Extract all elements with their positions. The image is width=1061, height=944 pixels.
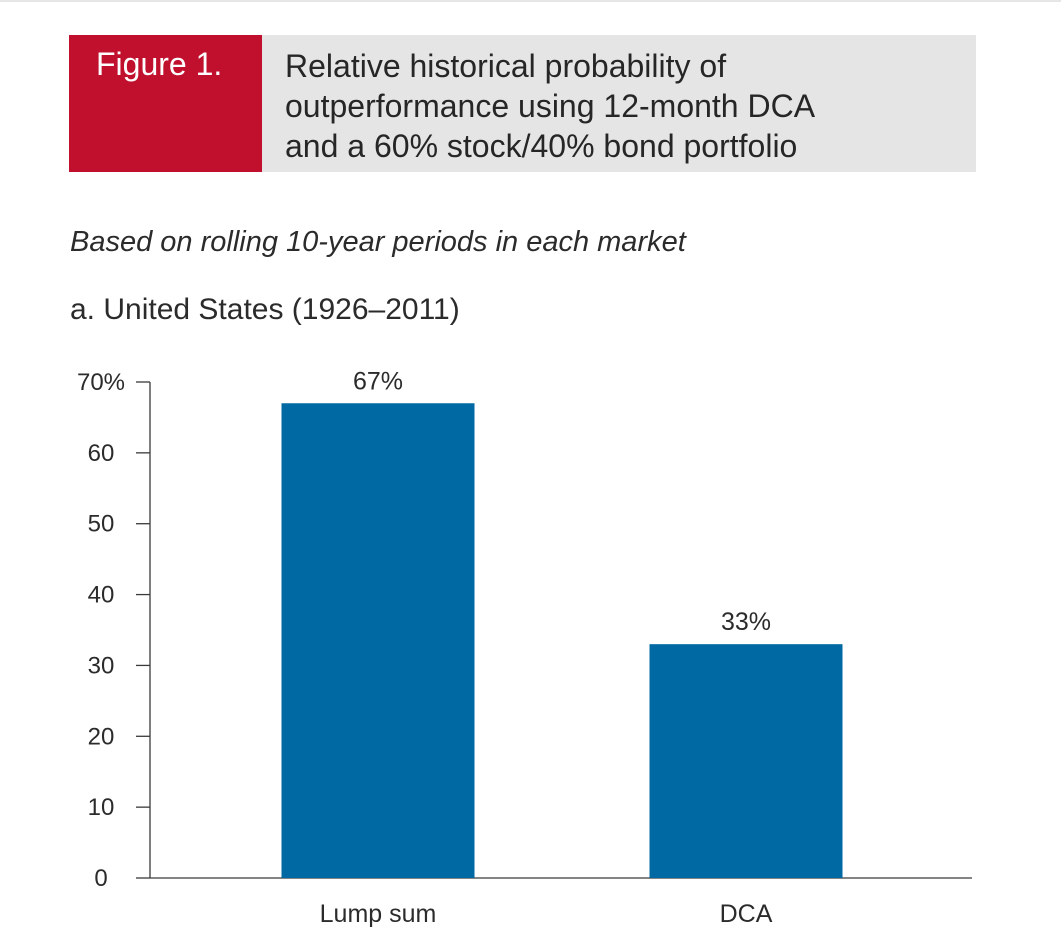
bar-value-label: 33%	[721, 608, 771, 636]
figure-label: Figure 1.	[69, 35, 262, 172]
figure-title-line-3: and a 60% stock/40% bond portfolio	[285, 128, 798, 164]
bar-value-label: 67%	[353, 367, 403, 395]
chart-subtitle: Based on rolling 10-year periods in each…	[70, 226, 686, 258]
top-rule	[0, 0, 1061, 2]
y-tick-label: 10	[88, 794, 115, 821]
panel-title: a. United States (1926–2011)	[70, 293, 460, 326]
figure-title-line-1: Relative historical probability of	[285, 48, 727, 84]
figure-title: Relative historical probability of outpe…	[262, 35, 976, 172]
y-tick-label: 70%	[77, 369, 125, 396]
y-tick-label: 40	[88, 582, 115, 609]
y-tick-label: 60	[88, 440, 115, 467]
bar-lump-sum	[281, 403, 475, 878]
x-category-label: Lump sum	[320, 900, 437, 928]
figure-title-line-2: outperformance using 12-month DCA	[285, 88, 816, 124]
bar-dca	[649, 644, 843, 878]
y-tick-label: 20	[88, 723, 115, 750]
y-tick-label: 0	[94, 865, 107, 892]
y-tick-label: 30	[88, 652, 115, 679]
x-category-label: DCA	[720, 900, 773, 928]
y-tick-label: 50	[88, 511, 115, 538]
